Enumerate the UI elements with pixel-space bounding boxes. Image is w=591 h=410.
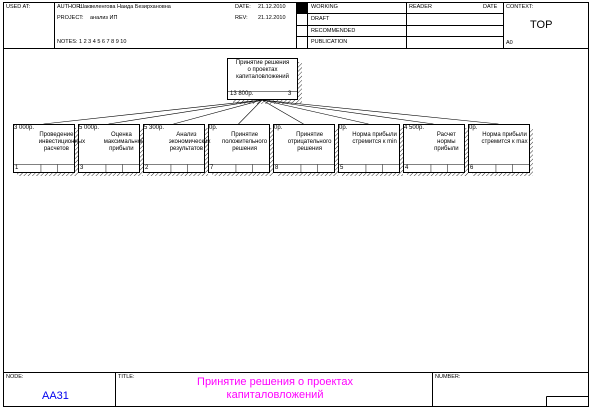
child-node-line: максимальной [103, 139, 145, 145]
child-node-title[interactable]: Принятие отрицательного решения [285, 132, 334, 153]
child-node-line: инвестиционных [38, 139, 86, 145]
connector-line [43, 99, 263, 125]
used-at-label: USED AT: [6, 4, 31, 10]
child-node-line: Норма прибыли [482, 132, 527, 138]
child-node-line: нормы [437, 139, 456, 145]
child-node-line: положительного [222, 139, 268, 145]
child-node-cost: 4 500р. [404, 125, 425, 131]
child-node-line: прибыли [434, 146, 459, 152]
status-draft[interactable]: DRAFT [311, 16, 330, 22]
child-node-cost: 0р. [339, 125, 348, 131]
child-node-title[interactable]: Оценка максимальной прибыли [103, 132, 145, 153]
reader-date-label: DATE [483, 4, 498, 10]
child-node-line: Проведение [39, 132, 74, 138]
notes: NOTES: 1 2 3 4 5 6 7 8 9 10 [57, 39, 127, 45]
context-node: A0 [506, 40, 513, 46]
child-node-title[interactable]: Норма прибыли стремится к max [480, 132, 529, 146]
child-node-number: 7 [210, 165, 214, 171]
status-working[interactable]: WORKING [311, 4, 338, 10]
number-label: NUMBER: [435, 374, 461, 380]
context-value: TOP [530, 19, 553, 31]
child-node-number: 8 [275, 165, 279, 171]
root-node-line: капиталовложений [236, 74, 289, 80]
child-node-number: 1 [15, 165, 19, 171]
rev-value: 21.12.2010 [258, 15, 286, 21]
node-label: NODE: [6, 374, 24, 380]
child-node-line: отрицательного [287, 139, 332, 145]
child-node-cost: 0р. [274, 125, 283, 131]
child-node-title[interactable]: Проведение инвестиционных расчетов [38, 132, 86, 153]
child-node-line: Принятие [231, 132, 259, 138]
child-node-line: решения [297, 146, 322, 152]
child-node-line: прибыли [109, 146, 134, 152]
child-node-line: Оценка [111, 132, 132, 138]
child-node-title[interactable]: Принятие положительного решения [220, 132, 269, 153]
child-node-title[interactable]: Расчет нормы прибыли [429, 132, 464, 153]
title-label: TITLE: [118, 374, 135, 380]
child-node-number: 4 [405, 165, 409, 171]
status-publication[interactable]: PUBLICATION [311, 39, 348, 45]
child-node-cost: 3 000р. [14, 125, 35, 131]
author-value: Шаквеленгова Наида Безирхановна [79, 4, 171, 10]
root-node-cost: 13 800р. [230, 91, 254, 97]
child-node-line: Расчет [436, 132, 456, 138]
root-node-line: Принятие решения [235, 60, 290, 66]
diagram-title: Принятие решения о проектах капиталовлож… [197, 376, 353, 401]
context-label: CONTEXT: [506, 4, 534, 10]
project-label: PROJECT: [57, 15, 84, 21]
child-node-line: стремится к min [352, 139, 397, 145]
root-node-line: о проектах [247, 67, 278, 73]
child-node-line: Норма прибыли [352, 132, 397, 138]
child-node-cost: 0р. [469, 125, 478, 131]
child-node-number: 3 [80, 165, 84, 171]
root-node-box[interactable] [227, 58, 303, 105]
rev-label: REV: [235, 15, 248, 21]
node-value: AA31 [42, 390, 69, 402]
root-node-number: 3 [288, 91, 292, 97]
child-node-line: результатов [169, 146, 204, 152]
child-node-line: стремится к max [481, 139, 528, 145]
child-node-number: 5 [340, 165, 344, 171]
status-recommended[interactable]: RECOMMENDED [311, 28, 356, 34]
child-node-line: экономических [168, 139, 211, 145]
root-node-title: Принятие решения о проектах капиталовлож… [228, 60, 297, 81]
child-node-line: Принятие [296, 132, 324, 138]
child-node-title[interactable]: Анализ экономических результатов [168, 132, 211, 153]
child-node-title[interactable]: Норма прибыли стремится к min [350, 132, 399, 146]
reader-label: READER [409, 4, 432, 10]
child-node-line: решения [232, 146, 257, 152]
child-node-number: 6 [470, 165, 474, 171]
date-label: DATE: [235, 4, 251, 10]
project-value: анализ ИП [90, 15, 118, 21]
child-node-number: 2 [145, 165, 149, 171]
child-node-cost: 5 000р. [79, 125, 100, 131]
child-node-line: Анализ [176, 132, 197, 138]
author-label: AUTHOR: [57, 4, 82, 10]
child-node-cost: 0р. [209, 125, 218, 131]
child-node-cost: 5 300р. [144, 125, 165, 131]
date-value: 21.12.2010 [258, 4, 286, 10]
child-node-line: расчетов [43, 146, 69, 152]
